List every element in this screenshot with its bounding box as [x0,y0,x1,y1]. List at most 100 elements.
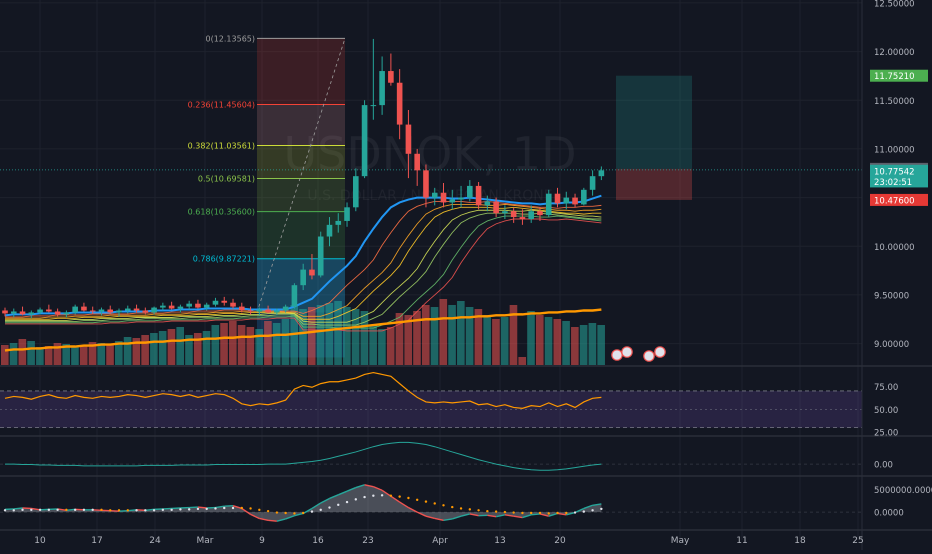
macd-signal-dot [530,512,532,514]
time-tick-label: 10 [34,536,46,546]
candle-body [107,310,113,313]
rsi-tick-label: 25.00 [874,429,898,439]
macd-signal-dot [337,504,339,506]
macd-signal-dot [74,509,76,511]
macd-tick-label: 5000000.0000 [874,486,932,496]
macd-signal-dot [451,506,453,508]
volume-bar [10,343,18,365]
candle-body [371,105,377,106]
candle-body [204,305,210,308]
candle-body [432,193,438,198]
time-tick-label: 11 [736,536,747,546]
candle-body [493,201,499,213]
volume-bar [97,343,105,365]
candle-body [467,186,473,198]
candle-body [213,301,219,305]
candle-body [116,310,122,312]
macd-hist-segment [14,508,23,509]
volume-bar [168,329,176,365]
macd-signal-dot [512,511,514,513]
price-tick-label: 10.00000 [874,243,915,253]
macd-signal-dot [591,509,593,511]
volume-bar [229,321,237,365]
fib-level-label: 0.5(10.69581) [198,175,255,184]
candle-body [221,301,227,303]
candle-body [555,194,561,204]
macd-signal-dot [548,512,550,514]
volume-bar [597,325,605,365]
candle-body [581,190,587,205]
candle-body [160,306,166,308]
macd-signal-dot [398,495,400,497]
time-tick-label: 16 [312,536,324,546]
volume-bar [159,331,167,365]
candle-body [362,105,368,176]
macd-signal-dot [39,509,41,511]
rsi-tick-label: 75.00 [874,383,898,393]
volume-bar [527,311,535,365]
volume-bar [150,333,158,365]
macd-signal-dot [135,509,137,511]
fib-zone [257,179,345,212]
macd-signal-dot [346,501,348,503]
macd-signal-dot [13,509,15,511]
time-tick-label: 17 [91,536,102,546]
time-tick-label: 18 [794,536,806,546]
volume-bar [282,319,290,365]
macd-hist-segment [66,509,75,510]
candle-body [81,307,87,311]
macd-signal-dot [30,509,32,511]
volume-bar [492,319,500,365]
time-tick-label: 9 [259,536,265,546]
candle-body [379,71,385,105]
volume-bar [554,319,562,365]
candle-body [344,207,350,221]
macd-signal-dot [153,509,155,511]
volume-bar [387,327,395,365]
candle-body [90,310,96,311]
volume-bar [378,329,386,365]
macd-signal-dot [600,508,602,510]
osc-tick-label: 0.00 [874,461,893,471]
rsi-tick-label: 50.00 [874,406,898,416]
macd-signal-dot [232,507,234,509]
volume-bar [255,329,263,365]
volume-bar [220,323,228,365]
candle-body [537,211,543,215]
volume-bar [431,307,439,365]
macd-hist-segment [198,507,207,508]
candle-body [46,310,52,312]
macd-signal-dot [100,509,102,511]
macd-signal-dot [486,510,488,512]
volume-bar [247,327,255,365]
price-tick-label: 12.50000 [874,0,915,9]
macd-hist-segment [128,510,137,511]
candle-body [520,217,526,219]
fib-level-label: 0.236(11.45604) [188,101,255,110]
volume-bar [106,344,114,365]
candle-body [186,304,192,307]
candle-body [265,310,271,313]
macd-signal-dot [311,510,313,512]
event-flag-icon [655,347,665,357]
volume-bar [589,323,597,365]
macd-signal-dot [460,507,462,509]
macd-signal-dot [92,509,94,511]
volume-bar [440,299,448,365]
macd-signal-dot [56,509,58,511]
macd-signal-dot [320,509,322,511]
volume-bar [36,347,44,365]
macd-signal-dot [442,504,444,506]
macd-signal-dot [284,512,286,514]
candle-body [414,154,420,171]
event-flag-icon [612,350,622,360]
candle-body [449,200,455,203]
candle-body [546,194,552,215]
candle-body [590,176,596,190]
macd-signal-dot [574,511,576,513]
volume-bar [466,307,474,365]
volume-bar [273,323,281,365]
volume-bar [211,325,219,365]
